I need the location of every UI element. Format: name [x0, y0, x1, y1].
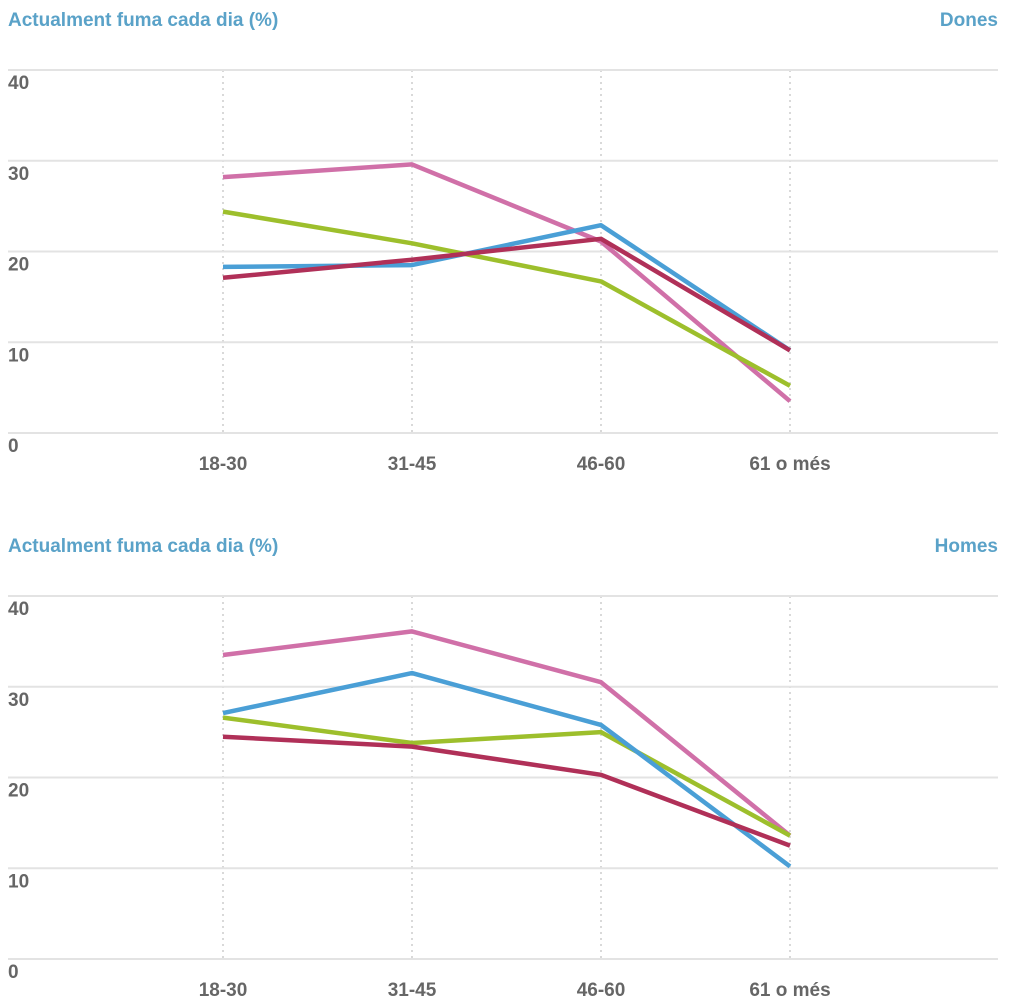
y-tick-label: 30: [8, 164, 29, 185]
y-tick-label: 20: [8, 255, 29, 276]
y-tick-label: 0: [8, 436, 19, 457]
y-tick-label: 20: [8, 781, 29, 802]
x-tick-label: 18-30: [199, 980, 248, 996]
series-line-3: [222, 222, 792, 353]
chart-group-label: Homes: [934, 536, 998, 557]
chart-title: Actualment fuma cada dia (%): [8, 536, 279, 557]
series-line-1: [222, 162, 792, 403]
x-tick-label: 31-45: [388, 454, 437, 475]
y-tick-label: 0: [8, 962, 19, 983]
x-tick-label: 46-60: [577, 454, 626, 475]
x-tick-label: 61 o més: [749, 454, 830, 475]
x-tick-label: 31-45: [388, 980, 437, 996]
series-line-2: [222, 209, 792, 388]
series-line-3: [222, 670, 792, 869]
x-tick-label: 61 o més: [749, 980, 830, 996]
chart-title: Actualment fuma cada dia (%): [8, 10, 279, 31]
y-tick-label: 10: [8, 345, 29, 366]
line-chart-dones: 0 10 20 30 40 18-30 31-45 46-60 61 o més: [8, 69, 998, 475]
x-tick-label: 18-30: [199, 454, 248, 475]
series-line-1: [222, 629, 792, 838]
x-tick-label: 46-60: [577, 980, 626, 996]
chart-panel-dones: Actualment fuma cada dia (%) Dones 0 10 20…: [0, 0, 1012, 475]
series-line-4: [222, 734, 791, 848]
chart-group-label: Dones: [939, 10, 998, 31]
chart-panel-homes: Actualment fuma cada dia (%) Homes 0 10 20…: [0, 526, 1012, 996]
line-chart-homes: 0 10 20 30 40 18-30 31-45 46-60 61 o més: [8, 595, 998, 996]
series-line-4: [222, 236, 792, 353]
series-line-2: [222, 715, 792, 838]
y-tick-label: 10: [8, 871, 29, 892]
y-tick-label: 40: [8, 599, 29, 620]
y-tick-label: 40: [8, 73, 29, 94]
y-tick-label: 30: [8, 690, 29, 711]
